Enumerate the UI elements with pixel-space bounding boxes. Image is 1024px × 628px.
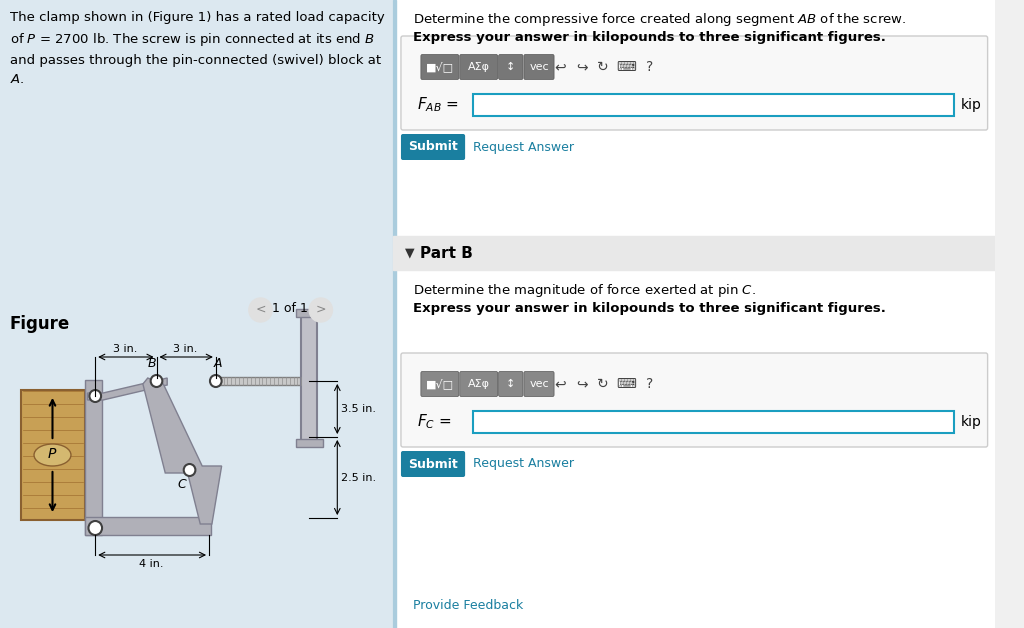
Text: 1 of 1: 1 of 1 xyxy=(271,303,307,315)
Text: 4 in.: 4 in. xyxy=(139,559,164,569)
Text: AΣφ: AΣφ xyxy=(468,379,489,389)
Text: vec: vec xyxy=(529,379,549,389)
Bar xyxy=(296,439,323,447)
Text: $P$: $P$ xyxy=(47,447,57,461)
Text: Request Answer: Request Answer xyxy=(473,141,573,153)
Text: Express your answer in kilopounds to three significant figures.: Express your answer in kilopounds to thr… xyxy=(413,302,886,315)
Text: ↪: ↪ xyxy=(575,60,588,74)
Text: ↩: ↩ xyxy=(555,60,566,74)
FancyBboxPatch shape xyxy=(524,372,554,396)
Polygon shape xyxy=(87,378,167,400)
Circle shape xyxy=(309,298,333,322)
Text: Provide Feedback: Provide Feedback xyxy=(413,599,523,612)
Text: 3 in.: 3 in. xyxy=(114,344,137,354)
Text: 3 in.: 3 in. xyxy=(173,344,198,354)
FancyBboxPatch shape xyxy=(401,451,465,477)
Bar xyxy=(473,94,953,116)
Text: ?: ? xyxy=(646,377,653,391)
Bar xyxy=(393,0,396,628)
FancyBboxPatch shape xyxy=(401,134,465,160)
Text: Submit: Submit xyxy=(409,141,458,153)
Text: Request Answer: Request Answer xyxy=(473,458,573,470)
Bar xyxy=(393,236,995,270)
Bar xyxy=(296,309,323,317)
Bar xyxy=(301,313,316,445)
Text: ■√□: ■√□ xyxy=(426,62,454,72)
Text: $F_{AB}$ =: $F_{AB}$ = xyxy=(417,95,459,114)
Polygon shape xyxy=(143,378,221,524)
Text: $C$: $C$ xyxy=(177,478,188,491)
Text: ↪: ↪ xyxy=(575,377,588,391)
Text: ↕: ↕ xyxy=(506,379,515,389)
Text: ?: ? xyxy=(646,60,653,74)
FancyBboxPatch shape xyxy=(499,372,523,396)
Text: ⌨: ⌨ xyxy=(616,60,637,74)
Text: Figure: Figure xyxy=(9,315,70,333)
FancyBboxPatch shape xyxy=(421,372,459,396)
Text: Determine the magnitude of force exerted at pin $C$.: Determine the magnitude of force exerted… xyxy=(413,282,756,299)
Text: <: < xyxy=(255,303,266,315)
Text: Submit: Submit xyxy=(409,458,458,470)
Text: $F_C$ =: $F_C$ = xyxy=(417,413,452,431)
Text: ↻: ↻ xyxy=(597,60,609,74)
FancyBboxPatch shape xyxy=(421,55,459,80)
Circle shape xyxy=(151,375,163,387)
Ellipse shape xyxy=(34,444,71,466)
Text: vec: vec xyxy=(529,62,549,72)
Text: The clamp shown in (Figure 1) has a rated load capacity
of $P$ = 2700 lb. The sc: The clamp shown in (Figure 1) has a rate… xyxy=(9,11,384,86)
Circle shape xyxy=(210,375,221,387)
Text: ⌨: ⌨ xyxy=(616,377,637,391)
Text: >: > xyxy=(315,303,326,315)
Text: 3.5 in.: 3.5 in. xyxy=(341,404,376,414)
Circle shape xyxy=(89,390,101,402)
Text: Determine the compressive force created along segment $AB$ of the screw.: Determine the compressive force created … xyxy=(413,11,906,28)
Circle shape xyxy=(183,464,196,476)
Text: ▼: ▼ xyxy=(404,247,415,259)
FancyBboxPatch shape xyxy=(460,55,498,80)
Text: AΣφ: AΣφ xyxy=(468,62,489,72)
Text: kip: kip xyxy=(961,98,982,112)
Circle shape xyxy=(249,298,272,322)
Text: ■√□: ■√□ xyxy=(426,379,454,389)
Bar xyxy=(473,411,953,433)
Text: 2.5 in.: 2.5 in. xyxy=(341,473,376,483)
FancyBboxPatch shape xyxy=(401,36,987,130)
Bar xyxy=(393,0,995,628)
Bar xyxy=(22,390,85,520)
Text: ↕: ↕ xyxy=(506,62,515,72)
Text: Part B: Part B xyxy=(421,246,473,261)
Circle shape xyxy=(88,521,102,535)
Text: ↻: ↻ xyxy=(597,377,609,391)
Bar xyxy=(85,517,211,535)
Text: ↩: ↩ xyxy=(555,377,566,391)
Text: Express your answer in kilopounds to three significant figures.: Express your answer in kilopounds to thr… xyxy=(413,31,886,44)
Text: $B$: $B$ xyxy=(146,357,157,370)
Bar xyxy=(216,377,303,385)
FancyBboxPatch shape xyxy=(499,55,523,80)
FancyBboxPatch shape xyxy=(401,353,987,447)
Bar xyxy=(0,0,393,628)
Text: $A$: $A$ xyxy=(213,357,223,370)
Text: kip: kip xyxy=(961,415,982,429)
Bar xyxy=(85,380,102,535)
FancyBboxPatch shape xyxy=(524,55,554,80)
FancyBboxPatch shape xyxy=(460,372,498,396)
